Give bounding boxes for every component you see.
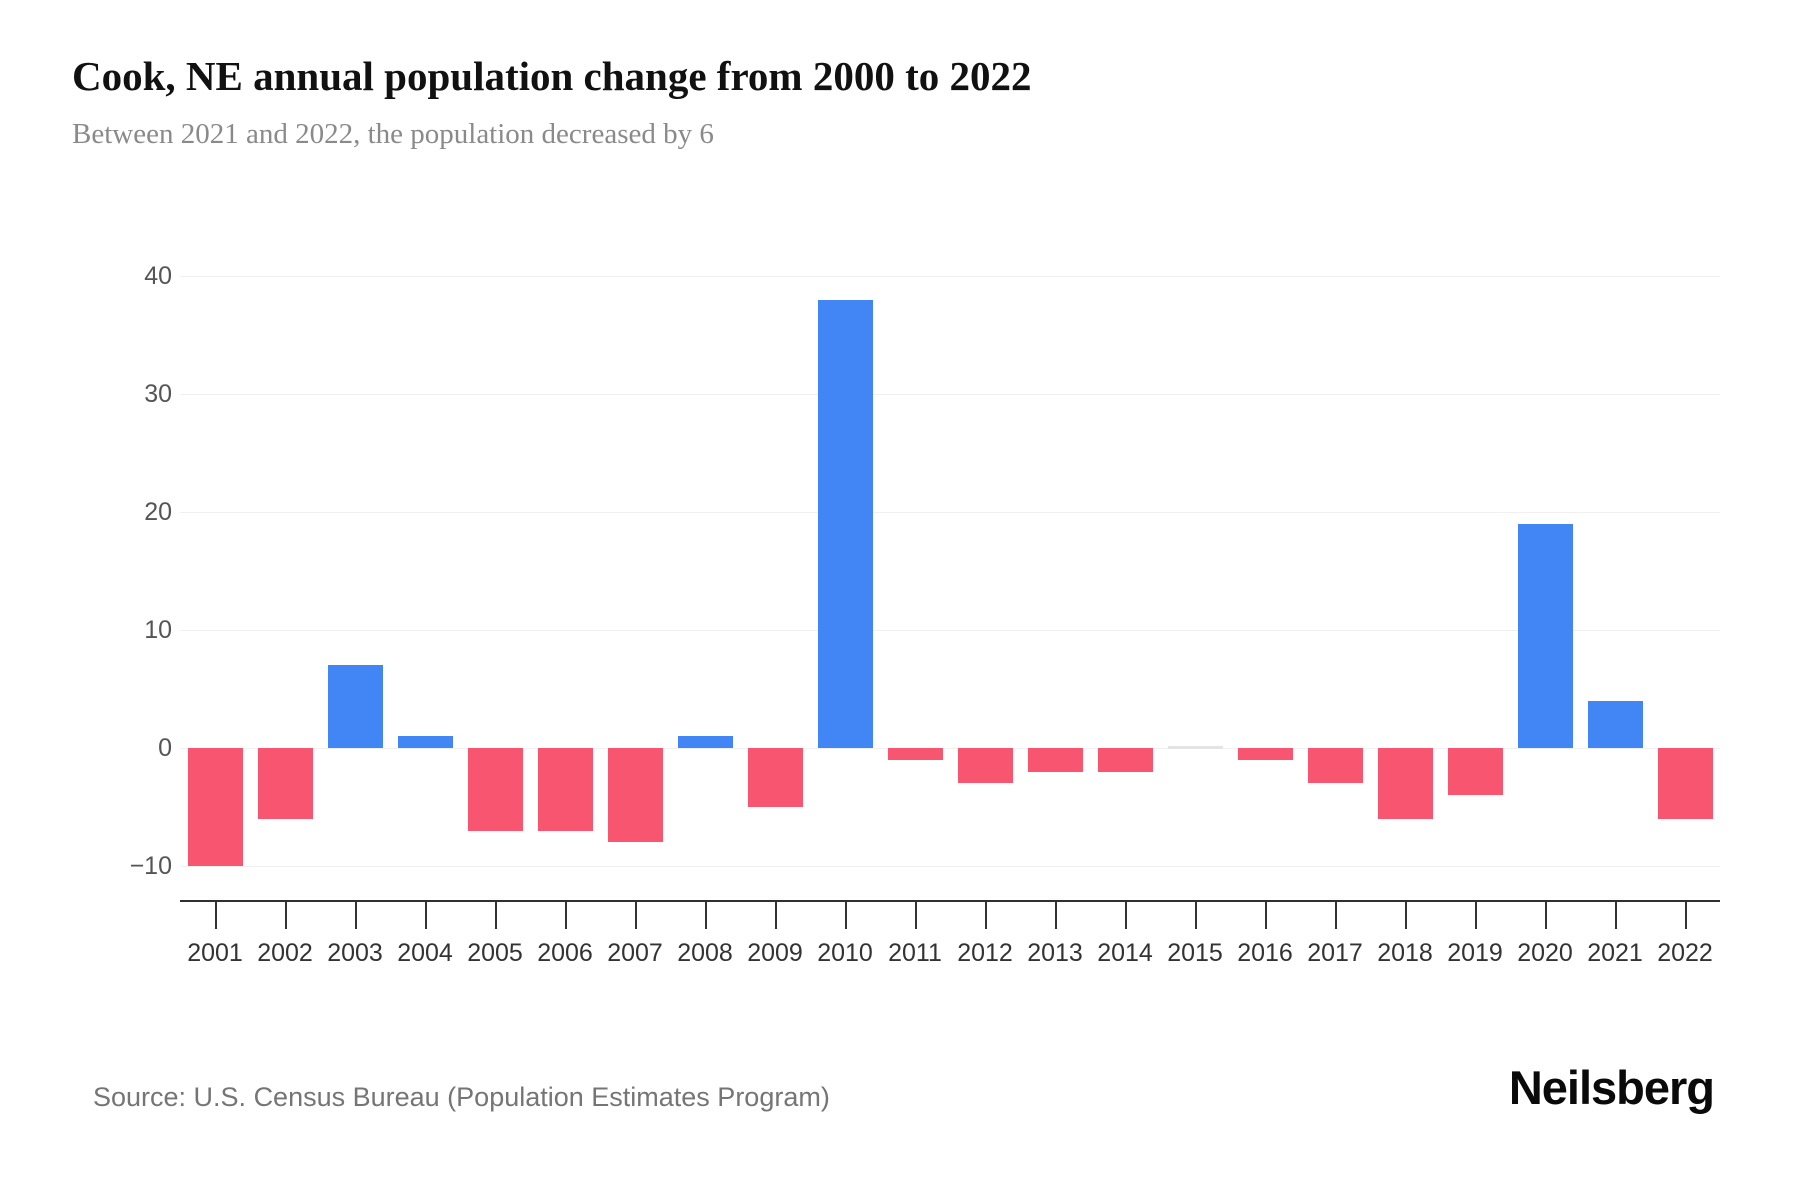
x-axis-category-label: 2004 — [397, 939, 453, 967]
y-axis-tick-label: 30 — [144, 380, 172, 408]
x-axis-category-label: 2003 — [327, 939, 383, 967]
bar-negative — [1657, 748, 1713, 819]
x-axis-category-label: 2017 — [1307, 939, 1363, 967]
y-axis-tick-label: 40 — [144, 262, 172, 290]
bar-negative — [467, 748, 523, 831]
bar-negative — [537, 748, 593, 831]
bar-zero — [1167, 746, 1223, 749]
bar-negative — [887, 748, 943, 760]
x-axis-tick — [495, 902, 497, 929]
x-axis-tick — [1195, 902, 1197, 929]
y-axis-tick-label: −10 — [129, 852, 172, 880]
x-axis-category-label: 2014 — [1097, 939, 1153, 967]
x-axis-tick — [915, 902, 917, 929]
x-axis-tick — [1475, 902, 1477, 929]
neilsberg-logo: Neilsberg — [1508, 1061, 1715, 1114]
x-axis-category-label: 2010 — [817, 939, 873, 967]
x-axis-category-label: 2015 — [1167, 939, 1223, 967]
x-axis-tick — [775, 902, 777, 929]
x-axis-tick — [1125, 902, 1127, 929]
y-axis-tick-label: 0 — [158, 734, 172, 762]
x-axis-tick — [845, 902, 847, 929]
x-axis-tick — [1405, 902, 1407, 929]
bar-negative — [187, 748, 243, 866]
bar-positive — [1587, 700, 1643, 748]
bar-positive — [1517, 523, 1573, 748]
bar-negative — [747, 748, 803, 807]
x-axis-tick — [1685, 902, 1687, 929]
y-gridline — [180, 748, 1720, 749]
bar-positive — [817, 299, 873, 748]
y-gridline — [180, 512, 1720, 513]
x-axis-category-label: 2007 — [607, 939, 663, 967]
x-axis-category-label: 2016 — [1237, 939, 1293, 967]
x-axis-tick — [985, 902, 987, 929]
bar-negative — [257, 748, 313, 819]
bar-negative — [1027, 748, 1083, 772]
source-note: Source: U.S. Census Bureau (Population E… — [93, 1082, 830, 1112]
y-gridline — [180, 394, 1720, 395]
y-gridline — [180, 630, 1720, 631]
x-axis-tick — [705, 902, 707, 929]
x-axis-tick — [565, 902, 567, 929]
x-axis-tick — [425, 902, 427, 929]
bar-negative — [1097, 748, 1153, 772]
chart-title: Cook, NE annual population change from 2… — [72, 53, 1032, 99]
chart-subtitle: Between 2021 and 2022, the population de… — [72, 118, 714, 150]
x-axis-category-label: 2009 — [747, 939, 803, 967]
x-axis-line — [180, 900, 1720, 902]
x-axis-category-label: 2018 — [1377, 939, 1433, 967]
x-axis-category-label: 2005 — [467, 939, 523, 967]
bar-negative — [1447, 748, 1503, 796]
x-axis-tick — [1265, 902, 1267, 929]
x-axis-category-label: 2002 — [257, 939, 313, 967]
bar-positive — [397, 736, 453, 748]
x-axis-tick — [285, 902, 287, 929]
x-axis-category-label: 2020 — [1517, 939, 1573, 967]
x-axis-tick — [635, 902, 637, 929]
y-gridline — [180, 276, 1720, 277]
x-axis-tick — [355, 902, 357, 929]
x-axis-tick — [1055, 902, 1057, 929]
bar-negative — [1377, 748, 1433, 819]
x-axis-category-label: 2008 — [677, 939, 733, 967]
x-axis-category-label: 2001 — [187, 939, 243, 967]
x-axis-category-label: 2011 — [888, 939, 942, 967]
x-axis-category-label: 2012 — [957, 939, 1013, 967]
x-axis-category-label: 2021 — [1587, 939, 1643, 967]
x-axis-tick — [1615, 902, 1617, 929]
x-axis-category-label: 2022 — [1657, 939, 1713, 967]
x-axis-category-label: 2013 — [1027, 939, 1083, 967]
bar-negative — [1307, 748, 1363, 784]
bar-negative — [957, 748, 1013, 784]
y-axis-tick-label: 10 — [144, 616, 172, 644]
bar-negative — [1237, 748, 1293, 760]
x-axis-tick — [215, 902, 217, 929]
x-axis-category-label: 2019 — [1447, 939, 1503, 967]
bar-positive — [677, 736, 733, 748]
x-axis-category-label: 2006 — [537, 939, 593, 967]
y-axis-tick-label: 20 — [144, 498, 172, 526]
y-gridline — [180, 866, 1720, 867]
x-axis-tick — [1335, 902, 1337, 929]
x-axis-tick — [1545, 902, 1547, 929]
bar-negative — [607, 748, 663, 843]
bar-positive — [327, 665, 383, 748]
